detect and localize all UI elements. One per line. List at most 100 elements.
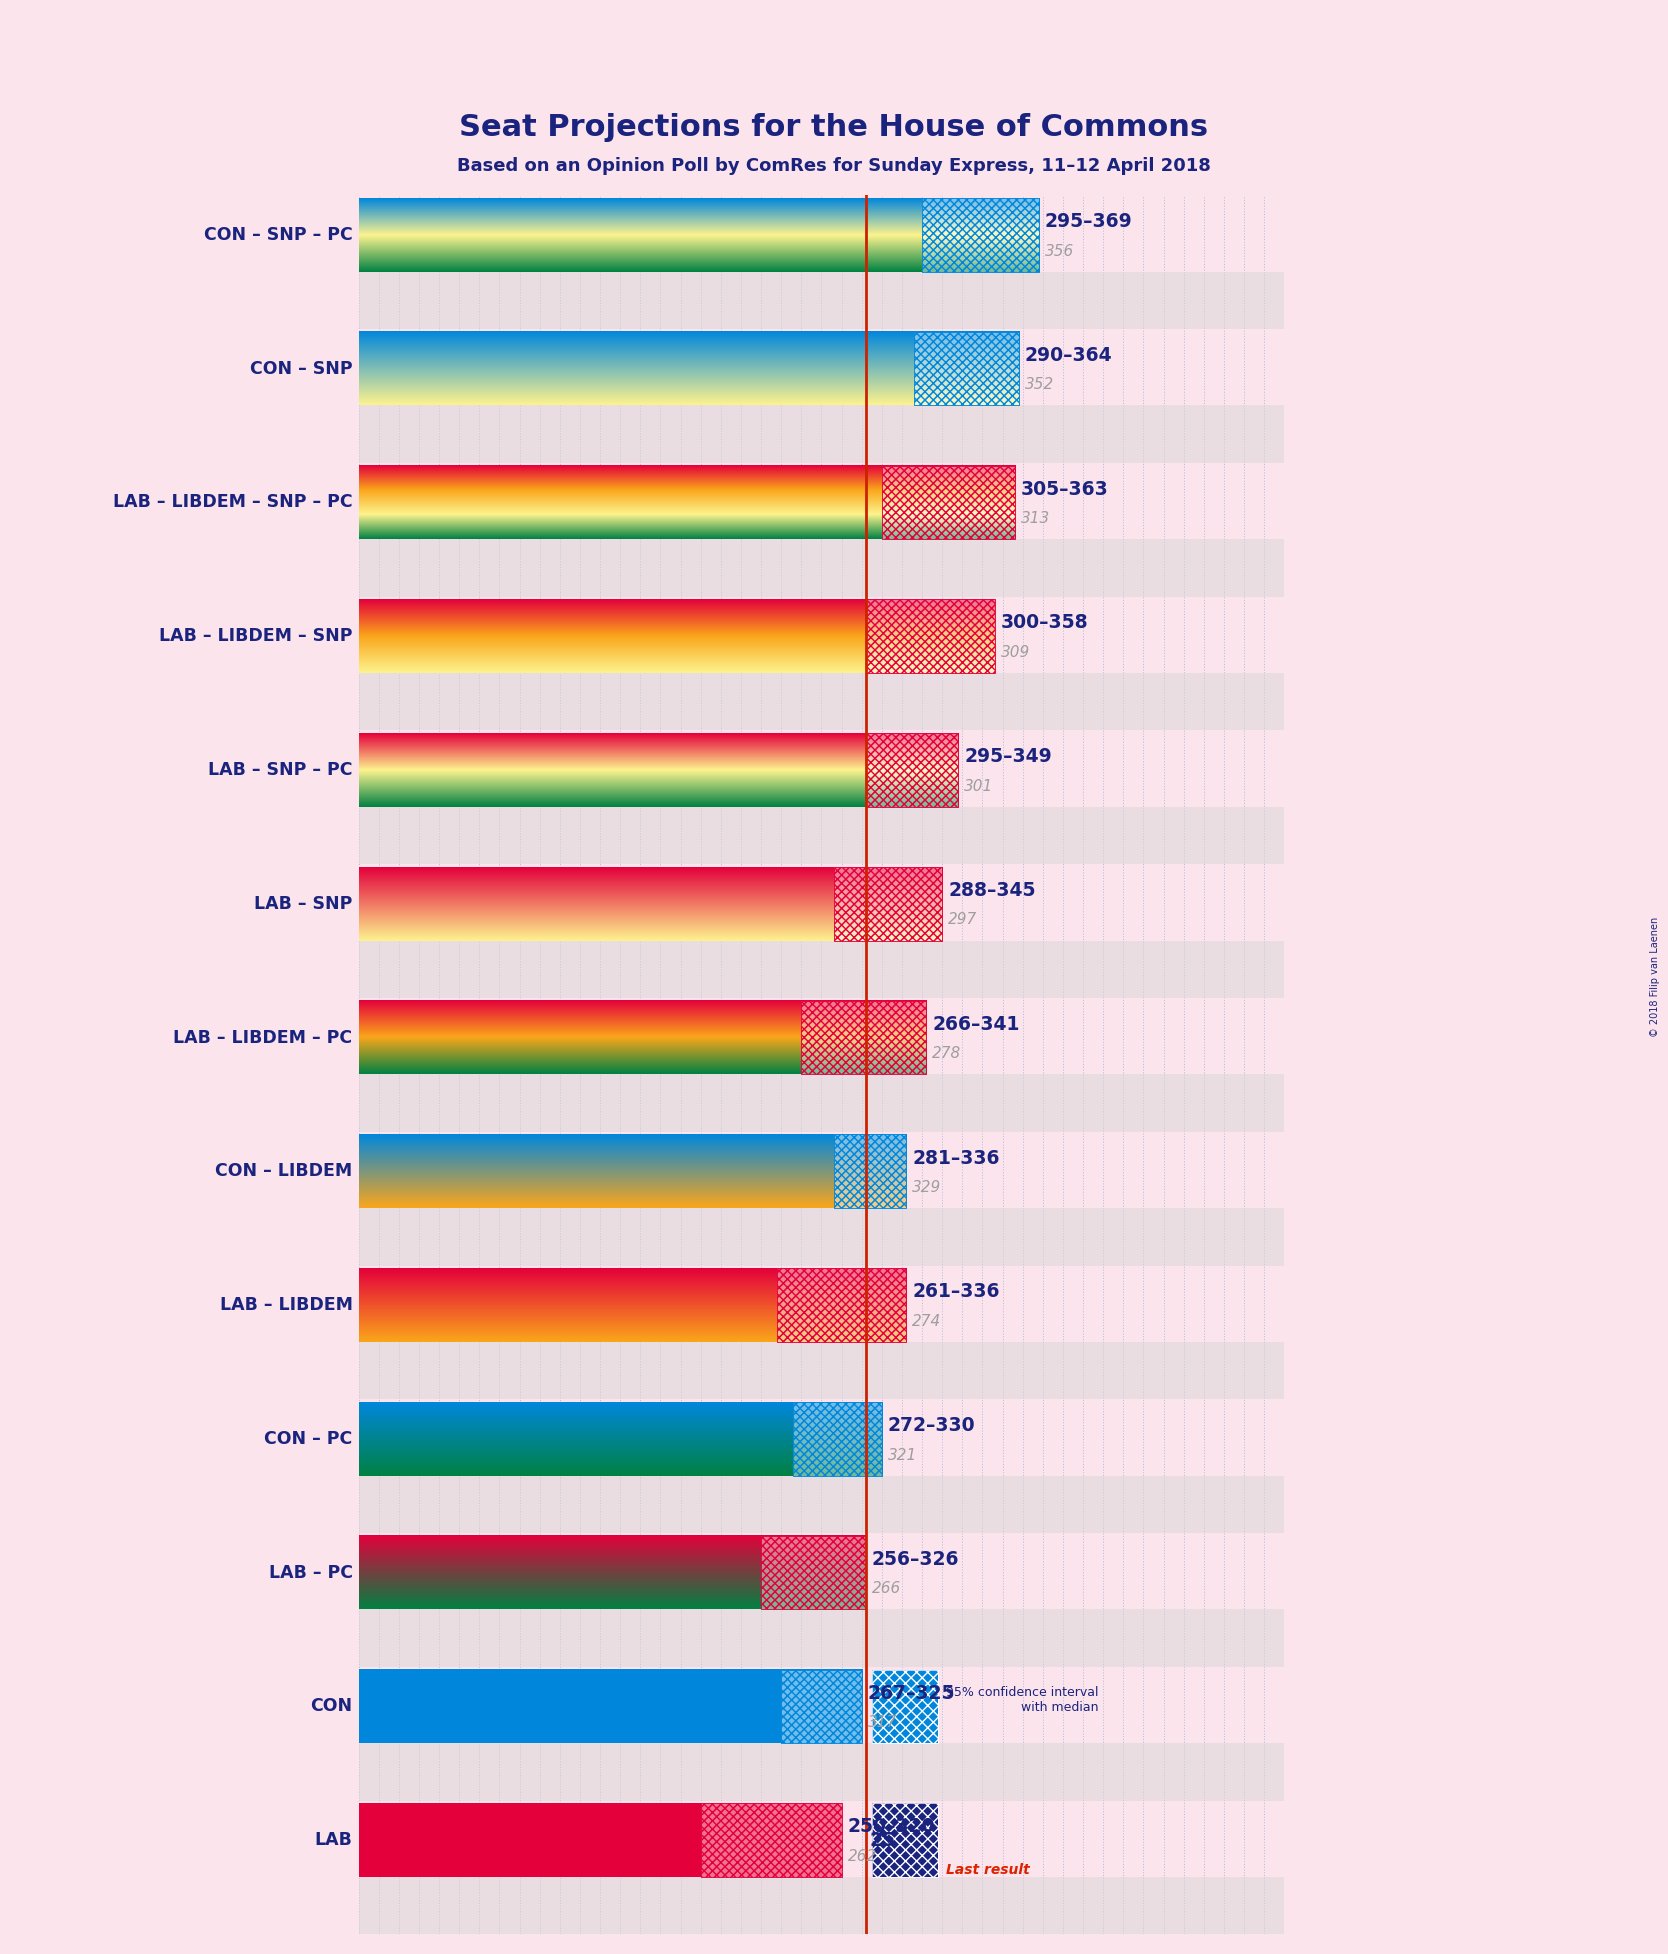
Bar bbox=[866, 600, 994, 672]
Text: Last result: Last result bbox=[946, 1862, 1031, 1876]
Bar bbox=[801, 1000, 926, 1075]
Text: 309: 309 bbox=[1001, 645, 1029, 660]
Bar bbox=[359, 940, 1284, 998]
Bar bbox=[761, 1536, 866, 1610]
Text: 305–363: 305–363 bbox=[1021, 479, 1109, 498]
Text: 266: 266 bbox=[872, 1581, 901, 1596]
Text: 281–336: 281–336 bbox=[912, 1149, 999, 1168]
Text: LAB – SNP – PC: LAB – SNP – PC bbox=[208, 760, 352, 780]
Text: LAB – LIBDEM – PC: LAB – LIBDEM – PC bbox=[173, 1028, 352, 1047]
Bar bbox=[866, 600, 994, 672]
Bar bbox=[834, 1135, 906, 1208]
Bar bbox=[922, 197, 1039, 272]
Text: 301: 301 bbox=[964, 778, 994, 793]
Bar bbox=[781, 1669, 862, 1743]
Text: 356: 356 bbox=[1044, 244, 1074, 258]
Bar bbox=[914, 332, 1019, 404]
Text: 25: 25 bbox=[869, 1831, 896, 1850]
Text: © 2018 Filip van Laenen: © 2018 Filip van Laenen bbox=[1650, 916, 1660, 1038]
Bar bbox=[872, 1804, 937, 1878]
Bar bbox=[359, 404, 1284, 463]
Bar bbox=[922, 197, 1039, 272]
Text: 329: 329 bbox=[912, 1180, 941, 1196]
Text: 250–320: 250–320 bbox=[847, 1817, 936, 1837]
Bar bbox=[359, 1743, 1284, 1802]
Bar bbox=[761, 1536, 866, 1610]
Text: CON: CON bbox=[310, 1698, 352, 1716]
Bar bbox=[882, 465, 1014, 539]
Text: 272–330: 272–330 bbox=[887, 1417, 976, 1434]
Bar bbox=[872, 1669, 937, 1743]
Text: 295–369: 295–369 bbox=[1044, 213, 1133, 231]
Bar bbox=[359, 672, 1284, 731]
Bar bbox=[882, 465, 1014, 539]
Text: 317: 317 bbox=[867, 1716, 897, 1729]
Text: 295–349: 295–349 bbox=[964, 746, 1053, 766]
Text: 300–358: 300–358 bbox=[1001, 614, 1088, 633]
Bar bbox=[781, 1669, 862, 1743]
Text: 352: 352 bbox=[1024, 377, 1054, 393]
Bar bbox=[882, 465, 1014, 539]
Text: 261–336: 261–336 bbox=[912, 1282, 999, 1301]
Text: LAB – LIBDEM – SNP: LAB – LIBDEM – SNP bbox=[158, 627, 352, 645]
Text: CON – PC: CON – PC bbox=[264, 1430, 352, 1448]
Bar bbox=[781, 1669, 862, 1743]
Text: CON – SNP – PC: CON – SNP – PC bbox=[203, 227, 352, 244]
Bar bbox=[359, 539, 1284, 596]
Bar bbox=[922, 197, 1039, 272]
Bar bbox=[834, 868, 942, 940]
Text: 290–364: 290–364 bbox=[1024, 346, 1113, 365]
Text: Seat Projections for the House of Commons: Seat Projections for the House of Common… bbox=[459, 113, 1209, 141]
Text: 321: 321 bbox=[887, 1448, 917, 1462]
Bar bbox=[777, 1268, 906, 1342]
Bar bbox=[794, 1403, 882, 1475]
Bar bbox=[872, 1669, 937, 1743]
Text: 278: 278 bbox=[932, 1045, 961, 1061]
Text: 297: 297 bbox=[949, 913, 977, 928]
Bar bbox=[359, 1475, 1284, 1534]
Text: LAB – LIBDEM: LAB – LIBDEM bbox=[220, 1296, 352, 1313]
Bar bbox=[866, 733, 959, 807]
Bar bbox=[834, 868, 942, 940]
Bar bbox=[866, 733, 959, 807]
Bar bbox=[701, 1804, 842, 1878]
Bar bbox=[794, 1403, 882, 1475]
Text: 267–325: 267–325 bbox=[867, 1684, 956, 1702]
Bar bbox=[914, 332, 1019, 404]
Bar bbox=[359, 807, 1284, 864]
Bar bbox=[794, 1403, 882, 1475]
Bar bbox=[834, 1135, 906, 1208]
Bar bbox=[834, 1135, 906, 1208]
Text: 313: 313 bbox=[1021, 512, 1049, 526]
Text: 256–326: 256–326 bbox=[872, 1550, 959, 1569]
Bar bbox=[701, 1804, 842, 1878]
Text: CON – SNP: CON – SNP bbox=[250, 360, 352, 377]
Text: 262: 262 bbox=[847, 1848, 877, 1864]
Bar bbox=[801, 1000, 926, 1075]
Text: LAB – LIBDEM – SNP – PC: LAB – LIBDEM – SNP – PC bbox=[113, 494, 352, 512]
Text: LAB – SNP: LAB – SNP bbox=[254, 895, 352, 913]
Bar bbox=[914, 332, 1019, 404]
Text: Based on an Opinion Poll by ComRes for Sunday Express, 11–12 April 2018: Based on an Opinion Poll by ComRes for S… bbox=[457, 156, 1211, 176]
Bar bbox=[701, 1804, 842, 1878]
Bar bbox=[761, 1536, 866, 1610]
Bar bbox=[359, 272, 1284, 328]
Text: 274: 274 bbox=[912, 1313, 941, 1329]
Bar bbox=[834, 868, 942, 940]
Bar bbox=[359, 1878, 1284, 1934]
Text: 266–341: 266–341 bbox=[932, 1014, 1019, 1034]
Text: 288–345: 288–345 bbox=[949, 881, 1036, 901]
Bar bbox=[359, 1075, 1284, 1131]
Bar bbox=[866, 733, 959, 807]
Text: 95% confidence interval
with median: 95% confidence interval with median bbox=[946, 1686, 1099, 1714]
Bar bbox=[359, 1610, 1284, 1667]
Bar bbox=[866, 600, 994, 672]
Text: CON – LIBDEM: CON – LIBDEM bbox=[215, 1163, 352, 1180]
Bar bbox=[801, 1000, 926, 1075]
Bar bbox=[777, 1268, 906, 1342]
Bar bbox=[359, 1208, 1284, 1266]
Bar bbox=[777, 1268, 906, 1342]
Bar bbox=[359, 1342, 1284, 1399]
Text: LAB: LAB bbox=[315, 1831, 352, 1848]
Bar bbox=[872, 1804, 937, 1878]
